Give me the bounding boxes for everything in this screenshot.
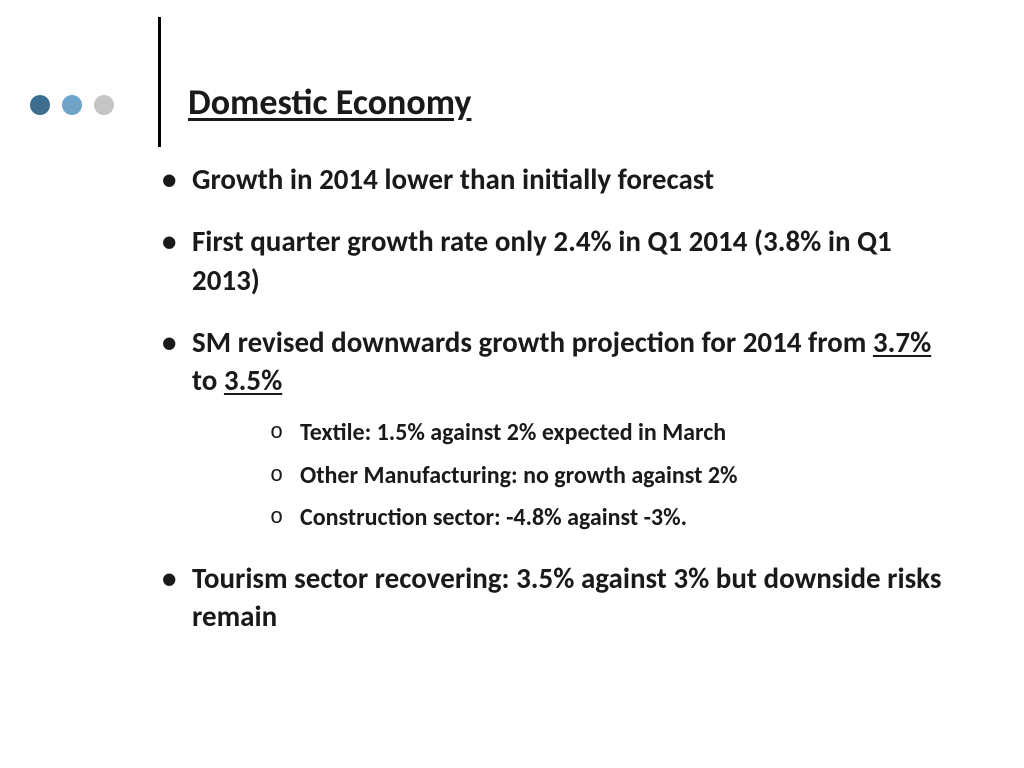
- bullet-item: Growth in 2014 lower than initially fore…: [150, 160, 960, 198]
- slide-title: Domestic Economy: [188, 80, 471, 124]
- dot-2: [62, 95, 82, 115]
- sub-bullet-item: Textile: 1.5% against 2% expected in Mar…: [192, 417, 960, 449]
- bullet-list: Growth in 2014 lower than initially fore…: [150, 160, 960, 635]
- dot-1: [30, 95, 50, 115]
- dot-3: [94, 95, 114, 115]
- sub-bullet-item: Construction sector: -4.8% against -3%.: [192, 502, 960, 534]
- bullet-item: First quarter growth rate only 2.4% in Q…: [150, 222, 960, 299]
- sub-bullet-item: Other Manufacturing: no growth against 2…: [192, 460, 960, 492]
- vertical-divider: [158, 17, 161, 147]
- slide-content: Growth in 2014 lower than initially fore…: [150, 160, 960, 659]
- bullet-text: SM revised downwards growth projection f…: [192, 324, 873, 360]
- decorative-dots: [30, 95, 114, 115]
- sub-bullet-list: Textile: 1.5% against 2% expected in Mar…: [192, 417, 960, 534]
- bullet-item: SM revised downwards growth projection f…: [150, 323, 960, 535]
- underlined-value: 3.5%: [224, 362, 282, 398]
- bullet-item: Tourism sector recovering: 3.5% against …: [150, 559, 960, 636]
- underlined-value: 3.7%: [873, 324, 931, 360]
- bullet-text: to: [192, 362, 224, 398]
